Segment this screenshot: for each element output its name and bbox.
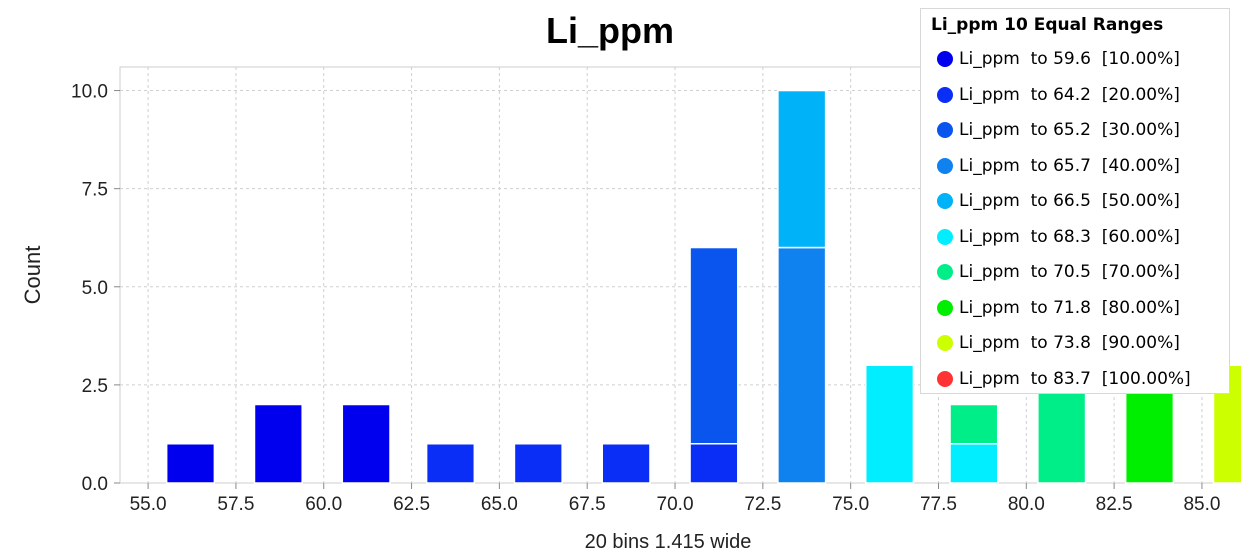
legend-swatch-icon	[937, 264, 953, 280]
histogram-bar-segment	[689, 443, 739, 484]
legend-item: Li_ppm to 73.8 [90.00%]	[921, 333, 1229, 369]
histogram-bar-segment	[425, 443, 476, 484]
legend-swatch-icon	[937, 193, 953, 209]
legend-label: Li_ppm to 66.5 [50.00%]	[959, 191, 1180, 211]
legend-item: Li_ppm to 70.5 [70.00%]	[921, 262, 1229, 298]
legend-title: Li_ppm 10 Equal Ranges	[931, 15, 1164, 35]
legend-item: Li_ppm to 66.5 [50.00%]	[921, 191, 1229, 227]
x-tick-label: 65.0	[481, 494, 518, 515]
legend-item: Li_ppm to 71.8 [80.00%]	[921, 298, 1229, 334]
x-tick-label: 85.0	[1183, 494, 1220, 515]
legend-item: Li_ppm to 59.6 [10.00%]	[921, 49, 1229, 85]
histogram-bar-segment	[601, 443, 651, 484]
legend-item: Li_ppm to 83.7 [100.00%]	[921, 369, 1229, 405]
legend-swatch-icon	[937, 335, 953, 351]
x-tick-label: 57.5	[217, 494, 254, 515]
legend-item: Li_ppm to 64.2 [20.00%]	[921, 85, 1229, 121]
histogram-bar-segment	[777, 89, 827, 249]
x-tick-label: 62.5	[393, 494, 430, 515]
y-tick-label: 10.0	[71, 82, 108, 103]
legend-item: Li_ppm to 65.7 [40.00%]	[921, 156, 1229, 192]
histogram-bar-segment	[253, 403, 303, 484]
x-tick-label: 67.5	[569, 494, 606, 515]
legend-label: Li_ppm to 64.2 [20.00%]	[959, 84, 1180, 105]
legend-swatch-icon	[937, 51, 953, 67]
x-tick-label: 70.0	[657, 494, 694, 515]
legend-swatch-icon	[937, 86, 953, 103]
legend-swatch-icon	[937, 228, 953, 245]
legend-swatch-icon	[937, 157, 953, 174]
y-axis-ticks: 0.0 2.5 5.0 7.5 10.0	[71, 82, 120, 495]
x-tick-label: 77.5	[920, 494, 957, 515]
y-tick-label: 0.0	[82, 474, 108, 495]
chart-title: Li_ppm	[546, 10, 674, 51]
x-tick-label: 82.5	[1096, 494, 1133, 515]
legend-swatch-icon	[937, 370, 953, 387]
x-tick-label: 60.0	[305, 494, 342, 515]
y-tick-label: 2.5	[82, 376, 108, 397]
x-tick-label: 80.0	[1008, 494, 1045, 515]
histogram-bar-segment	[949, 403, 999, 445]
histogram-bar-segment	[864, 364, 915, 484]
histogram-bar-segment	[165, 443, 216, 484]
legend-label: Li_ppm to 59.6 [10.00%]	[959, 49, 1180, 69]
legend-label: Li_ppm to 83.7 [100.00%]	[959, 368, 1191, 389]
legend-item: Li_ppm to 68.3 [60.00%]	[921, 227, 1229, 263]
y-axis-label: Count	[20, 246, 45, 305]
x-tick-label: 75.0	[832, 494, 869, 515]
legend-label: Li_ppm to 68.3 [60.00%]	[959, 226, 1180, 247]
x-tick-label: 55.0	[130, 494, 167, 515]
histogram-bar-segment	[689, 246, 739, 445]
x-tick-label: 72.5	[744, 494, 781, 515]
legend-label: Li_ppm to 71.8 [80.00%]	[959, 297, 1180, 318]
legend-swatch-icon	[937, 122, 953, 138]
legend-label: Li_ppm to 73.8 [90.00%]	[959, 333, 1180, 353]
y-tick-label: 7.5	[82, 180, 108, 201]
legend-label: Li_ppm to 70.5 [70.00%]	[959, 262, 1180, 282]
histogram-bar-segment	[949, 443, 999, 484]
histogram-bar-segment	[513, 443, 563, 484]
legend-label: Li_ppm to 65.2 [30.00%]	[959, 120, 1180, 140]
histogram-bar-segment	[341, 403, 391, 484]
y-tick-label: 5.0	[82, 278, 108, 299]
histogram-bar-segment	[777, 246, 827, 484]
legend-label: Li_ppm to 65.7 [40.00%]	[959, 155, 1180, 176]
legend-items: Li_ppm to 59.6 [10.00%] Li_ppm to 64.2 [2…	[921, 49, 1229, 404]
legend-swatch-icon	[937, 299, 953, 316]
legend-item: Li_ppm to 65.2 [30.00%]	[921, 120, 1229, 156]
x-axis-ticks: 55.0 57.5 60.0 62.5 65.0 67.5 70.0 72.5 75.0 77.5…	[130, 483, 1220, 515]
legend: Li_ppm 10 Equal Ranges Li_ppm to 59.6 [1…	[920, 8, 1230, 394]
x-axis-label: 20 bins 1.415 wide	[585, 531, 752, 553]
